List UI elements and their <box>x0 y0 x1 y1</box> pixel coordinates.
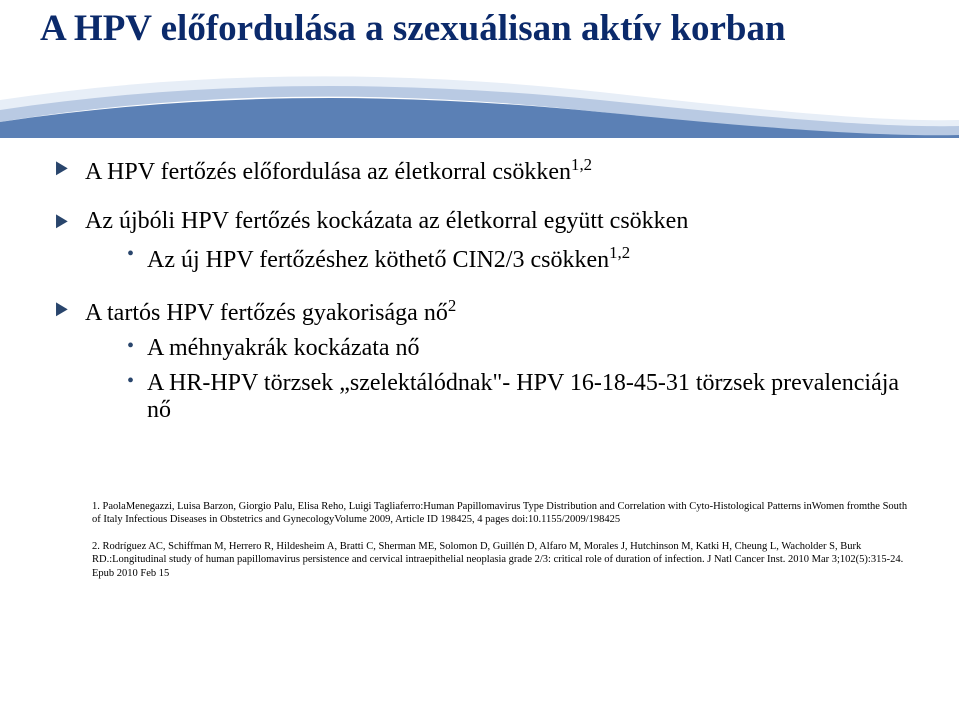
slide-title: A HPV előfordulása a szexuálisan aktív k… <box>40 8 920 51</box>
reference-1: 1. PaolaMenegazzi, Luisa Barzon, Giorgio… <box>92 500 912 526</box>
bullet-text: A HR-HPV törzsek „szelektálódnak"- HPV 1… <box>147 370 899 423</box>
superscript: 2 <box>448 296 456 315</box>
header-band: A HPV előfordulása a szexuálisan aktív k… <box>0 0 959 138</box>
bullet-text: Az újbóli HPV fertőzés kockázata az élet… <box>85 208 688 234</box>
bullet-text: A méhnyakrák kockázata nő <box>147 335 420 361</box>
superscript: 1,2 <box>609 243 630 262</box>
bullet-level2: Az új HPV fertőzéshez köthető CIN2/3 csö… <box>127 243 905 274</box>
bullet-level1: A tartós HPV fertőzés gyakorisága nő2 <box>55 296 905 327</box>
bullet-text: A tartós HPV fertőzés gyakorisága nő <box>85 300 448 326</box>
superscript: 1,2 <box>571 155 592 174</box>
content-area: A HPV fertőzés előfordulása az életkorra… <box>55 155 905 432</box>
bullet-level1: Az újbóli HPV fertőzés kockázata az élet… <box>55 208 905 235</box>
bullet-level2: A HR-HPV törzsek „szelektálódnak"- HPV 1… <box>127 370 905 424</box>
bullet-text: A HPV fertőzés előfordulása az életkorra… <box>85 159 571 185</box>
bullet-level2: A méhnyakrák kockázata nő <box>127 335 905 362</box>
bullet-text: Az új HPV fertőzéshez köthető CIN2/3 csö… <box>147 247 609 273</box>
reference-2: 2. Rodríguez AC, Schiffman M, Herrero R,… <box>92 540 912 579</box>
references: 1. PaolaMenegazzi, Luisa Barzon, Giorgio… <box>92 500 912 580</box>
bullet-level1: A HPV fertőzés előfordulása az életkorra… <box>55 155 905 186</box>
